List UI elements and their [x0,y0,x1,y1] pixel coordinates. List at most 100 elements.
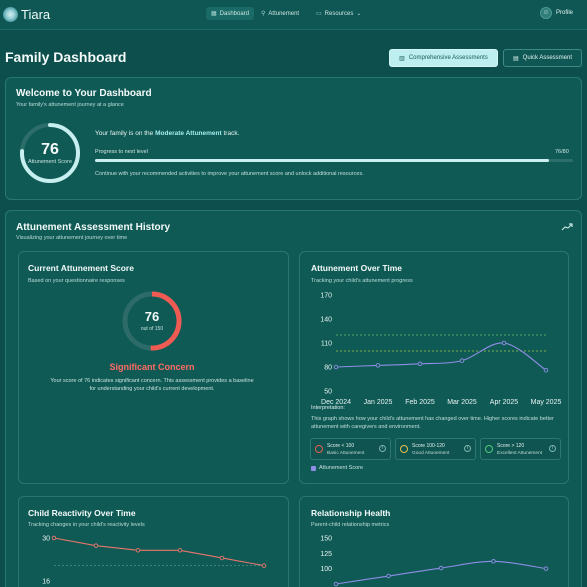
series-line [53,537,265,567]
current-score-subtitle: Based on your questionnaire responses [28,278,125,284]
interpretation-text: This graph shows how your child's attune… [311,416,554,430]
quick-assessment-label: Quick Assessment [522,55,573,61]
x-tick-label: Apr 2025 [490,399,519,406]
reactivity-card: Child Reactivity Over Time Tracking chan… [18,496,289,587]
x-tick-label: Feb 2025 [405,399,435,406]
current-score-card: Current Attunement Score Based on your q… [18,251,289,484]
info-icon[interactable]: i [464,445,471,452]
trending-up-icon[interactable] [561,223,573,231]
data-point [135,548,141,553]
alert-circle-icon [315,445,323,453]
x-tick-label: Jan 2025 [364,399,393,406]
track-suffix: track. [221,130,240,137]
nav-dashboard-label: Dashboard [219,10,250,17]
progress-bar [95,159,573,162]
interpretation-title: Interpretation: [311,405,345,411]
attunement-score-label: Attunement Score [27,159,73,165]
history-subtitle: Visualizing your attunement journey over… [16,235,128,241]
app-name[interactable]: Tiara [21,7,51,22]
y-tick-label: 100 [320,566,332,573]
data-point [459,358,465,363]
tiara-logo-icon[interactable] [3,7,18,22]
track-name: Moderate Attunement [155,130,222,137]
welcome-title: Welcome to Your Dashboard [16,88,152,99]
nav-resources[interactable]: ▭ Resources ⌄ [316,10,362,18]
quick-assessment-button[interactable]: ▤ Quick Assessment [503,49,582,67]
ring-progress [20,123,80,183]
info-icon[interactable]: i [379,445,386,452]
attunement-score-value: 76 [41,141,59,158]
data-point [333,364,339,370]
data-point [219,555,225,561]
check-circle-icon [485,445,493,453]
chart-bars-icon: ▥ [399,55,405,62]
continue-text: Continue with your recommended activitie… [95,171,364,177]
nav-attunement[interactable]: ⚲ Attunement [261,10,300,18]
progress-value: 76/80 [555,149,569,155]
series-line [335,342,547,371]
chevron-down-icon: ⌄ [356,11,362,17]
data-point [386,573,391,579]
welcome-card: Welcome to Your Dashboard Your family's … [5,77,582,200]
y-tick-label: 140 [320,317,332,324]
track-prefix: Your family is on the [95,130,156,137]
data-point [261,563,267,568]
concern-status: Significant Concern [109,362,195,372]
comprehensive-assessments-button[interactable]: ▥ Comprehensive Assessments [389,49,498,67]
legend-basic: Score < 100 Basic Attunement i [310,438,391,460]
attunement-chart-subtitle: Tracking your child's attunement progres… [311,278,413,284]
data-point [177,548,183,553]
legend-good: Score 100-120 Good Attunement i [395,438,476,460]
score-ring-svg [20,123,80,183]
legend-good-desc: Good Attunement [412,451,450,456]
series-legend-label: Attunement Score [319,465,364,471]
history-title: Attunement Assessment History [16,222,171,233]
data-point [375,363,381,368]
y-tick-label: 125 [320,551,332,558]
data-point [438,565,444,571]
relationship-subtitle: Parent-child relationship metrics [311,522,390,528]
track-text: Your family is on the Moderate Attunemen… [95,130,239,137]
y-tick-label: 30 [42,536,50,543]
data-point [93,543,99,548]
data-point [543,566,549,571]
current-score-value: 76 [144,309,160,324]
y-tick-label: 150 [320,536,332,543]
reactivity-title: Child Reactivity Over Time [28,508,136,518]
attunement-score-ring: 76 Attunement Score [18,121,82,185]
series-line [335,560,547,585]
welcome-subtitle: Your family's attunement journey at a gl… [16,102,124,108]
dashboard-icon: ▦ [211,11,217,17]
legend-basic-desc: Basic Attunement [327,451,365,456]
reactivity-subtitle: Tracking changes in your child's reactiv… [28,522,145,528]
y-tick-label: 16 [42,579,50,586]
check-circle-icon [400,445,408,453]
resources-icon: ▭ [316,11,322,17]
x-tick-label: Mar 2025 [447,399,477,406]
series-swatch [311,465,316,471]
current-ring-progress [122,291,182,351]
current-score-ring-svg [122,291,182,351]
clipboard-icon: ▤ [512,55,519,62]
legend-excellent-desc: Excellent Attunement [497,451,543,456]
nav-attunement-label: Attunement [268,10,300,17]
data-point [501,340,507,346]
y-tick-label: 80 [324,365,332,372]
current-score-out-of: out of 150 [140,326,164,332]
x-tick-label: May 2025 [531,399,562,406]
y-tick-label: 110 [321,341,332,348]
current-score-ring: 76 out of 150 [121,290,183,352]
data-point [417,361,423,367]
data-point [333,581,339,587]
page-title: Family Dashboard [5,49,127,65]
legend-excellent-title: Score > 120 [497,443,525,449]
user-avatar-icon: ☺ [539,7,552,19]
profile-menu[interactable]: ☺ Profile [539,7,573,19]
progress-bar-fill [95,159,550,162]
nav-dashboard[interactable]: ▦ Dashboard [206,7,255,20]
data-point [543,367,549,373]
comprehensive-assessments-label: Comprehensive Assessments [408,55,488,61]
info-icon[interactable]: i [549,445,556,452]
nav-resources-label: Resources [324,10,354,17]
